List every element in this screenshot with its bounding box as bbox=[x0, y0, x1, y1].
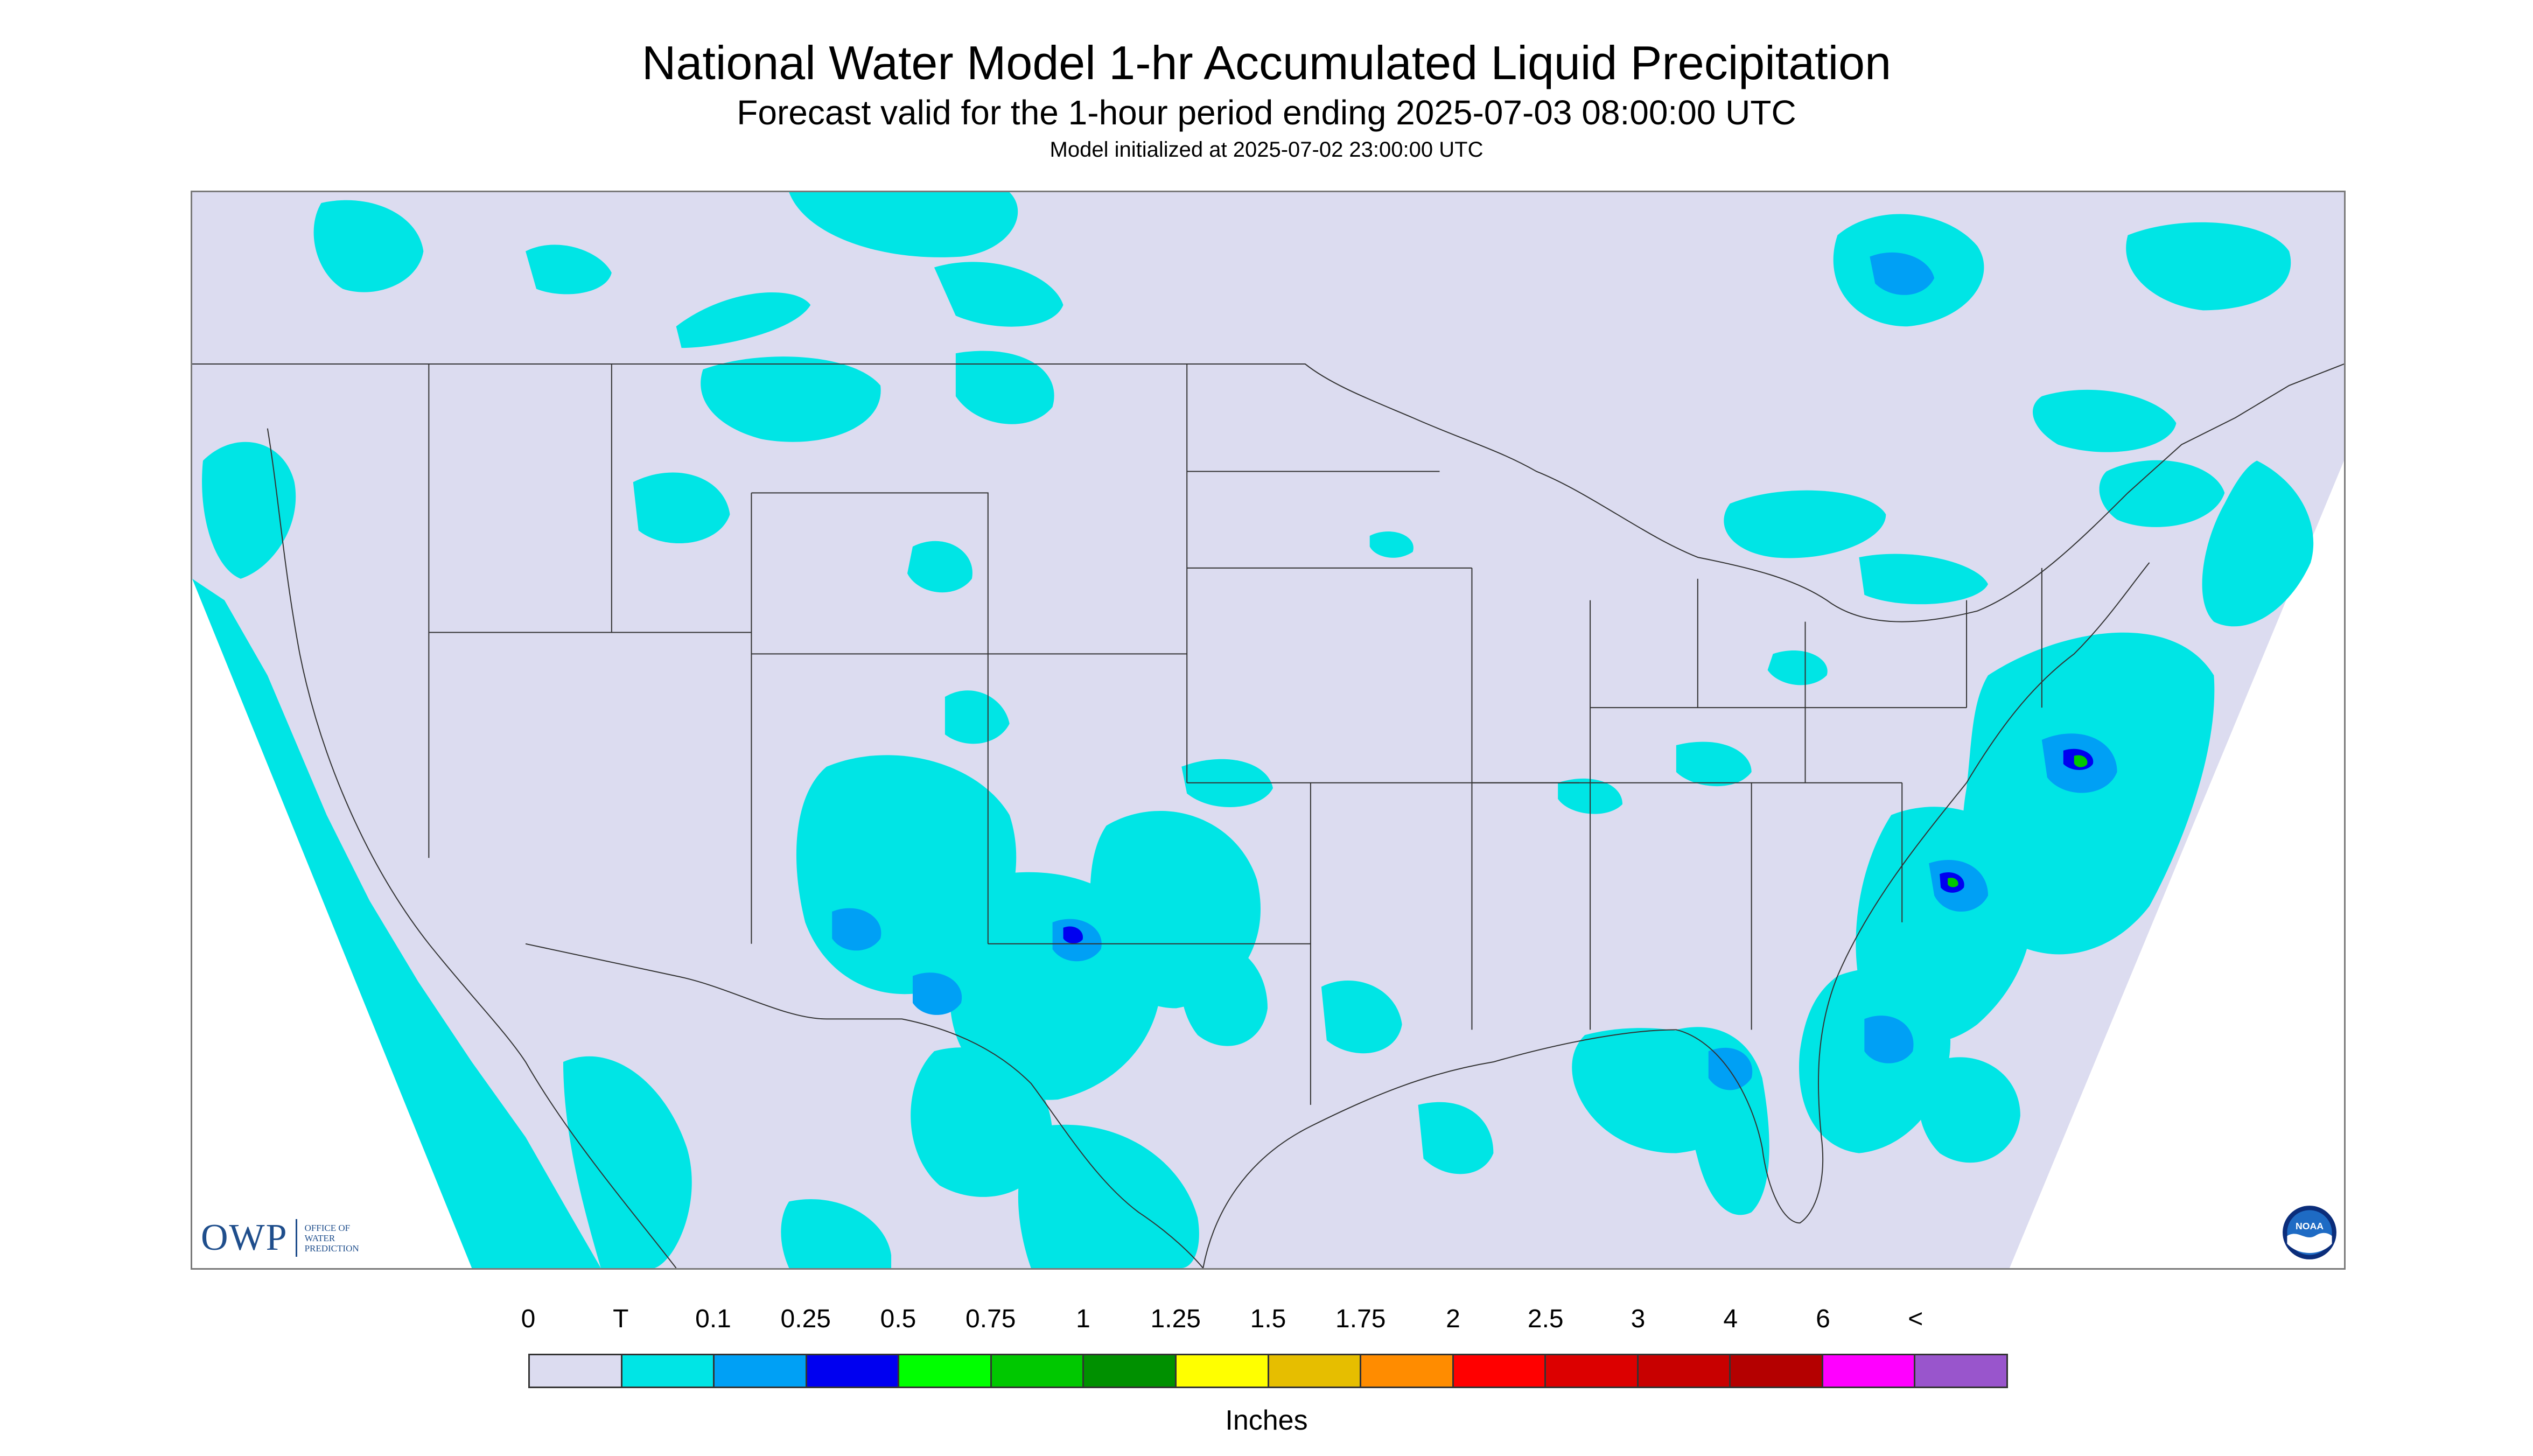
legend-tick-label: 1.5 bbox=[1250, 1305, 1286, 1333]
map-canvas bbox=[192, 192, 2344, 1268]
legend-tick-label: 1.25 bbox=[1150, 1305, 1201, 1333]
precipitation-map[interactable]: OWP Office of Water Prediction NOAA bbox=[191, 191, 2346, 1270]
legend-swatch bbox=[1731, 1355, 1823, 1387]
owp-logo-divider bbox=[295, 1219, 297, 1257]
legend-swatch bbox=[807, 1355, 900, 1387]
legend-swatch bbox=[1176, 1355, 1269, 1387]
owp-logo-text: Office of Water Prediction bbox=[304, 1222, 359, 1254]
legend-tick-label: 0.1 bbox=[695, 1305, 731, 1333]
legend-units: Inches bbox=[1225, 1405, 1308, 1436]
noaa-logo: NOAA bbox=[2283, 1206, 2336, 1259]
legend-swatch bbox=[991, 1355, 1084, 1387]
boundary-lines bbox=[192, 363, 2344, 1268]
legend-swatch bbox=[1453, 1355, 1547, 1387]
legend-tick-label: 0.5 bbox=[880, 1305, 916, 1333]
legend-tick-label: 1.75 bbox=[1335, 1305, 1386, 1333]
map-title: National Water Model 1-hr Accumulated Li… bbox=[641, 36, 1892, 89]
legend-tick-label: 4 bbox=[1723, 1305, 1738, 1333]
legend-tick-label: 6 bbox=[1816, 1305, 1830, 1333]
legend-tick-label: 0.75 bbox=[965, 1305, 1016, 1333]
legend-tick-label: < bbox=[1908, 1305, 1923, 1333]
legend-swatch bbox=[1084, 1355, 1177, 1387]
color-legend bbox=[528, 1354, 2008, 1388]
precip-moderate-areas bbox=[1948, 755, 2088, 887]
model-init-text: Model initialized at 2025-07-02 23:00:00… bbox=[1049, 138, 1484, 162]
legend-swatch bbox=[1915, 1355, 2006, 1387]
legend-tick-label: 2.5 bbox=[1527, 1305, 1564, 1333]
precip-trace-areas bbox=[192, 192, 2314, 1268]
legend-labels: 0 T 0.1 0.25 0.5 0.75 1 1.25 1.5 1.75 2 2.5 3 4 6 < bbox=[521, 1304, 2008, 1336]
owp-logo-mark: OWP bbox=[201, 1217, 288, 1258]
legend-tick-label: T bbox=[613, 1305, 629, 1333]
legend-swatch bbox=[899, 1355, 992, 1387]
model-domain bbox=[192, 192, 2344, 1268]
svg-text:NOAA: NOAA bbox=[2296, 1221, 2324, 1231]
legend-swatch bbox=[715, 1355, 807, 1387]
legend-swatch bbox=[1638, 1355, 1731, 1387]
legend-swatch bbox=[1269, 1355, 1362, 1387]
legend-swatch bbox=[1361, 1355, 1454, 1387]
owp-logo: OWP Office of Water Prediction bbox=[201, 1216, 359, 1259]
legend-tick-label: 0.25 bbox=[780, 1305, 831, 1333]
legend-tick-label: 0 bbox=[521, 1305, 536, 1333]
legend-swatch bbox=[530, 1355, 622, 1387]
map-subtitle: Forecast valid for the 1-hour period end… bbox=[737, 93, 1796, 132]
legend-swatch bbox=[1823, 1355, 1916, 1387]
legend-tick-label: 3 bbox=[1631, 1305, 1646, 1333]
legend-tick-label: 2 bbox=[1446, 1305, 1460, 1333]
legend-swatch bbox=[1546, 1355, 1639, 1387]
legend-tick-label: 1 bbox=[1076, 1305, 1090, 1333]
legend-swatch bbox=[622, 1355, 715, 1387]
